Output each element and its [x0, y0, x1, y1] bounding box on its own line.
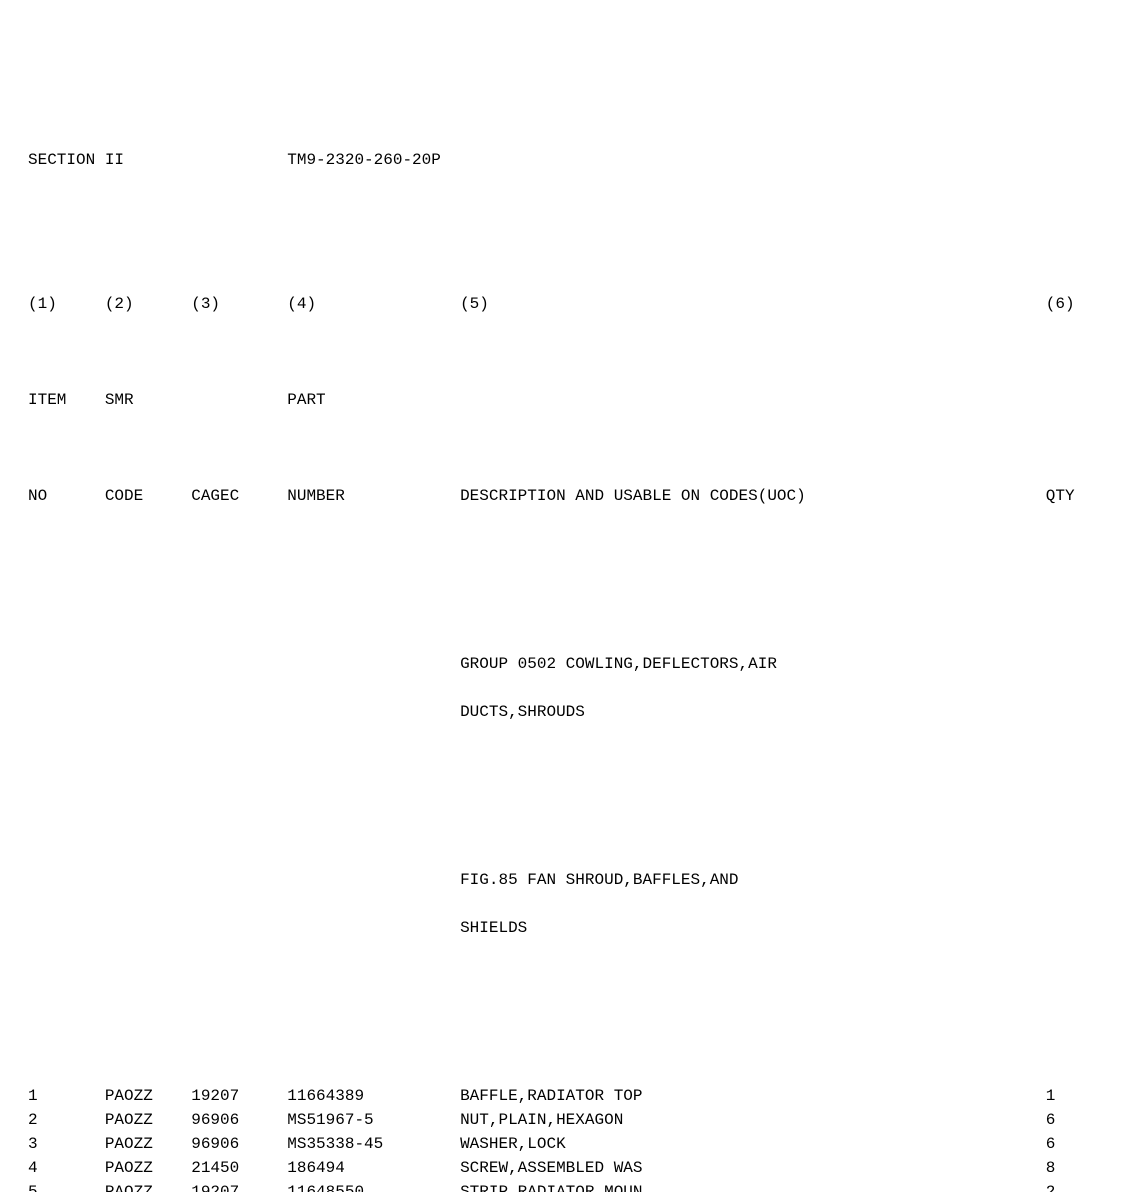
column-headers-row2: NOCODECAGECNUMBERDESCRIPTION AND USABLE … [28, 484, 1137, 508]
table-row: 5PAOZZ1920711648550STRIP,RADIATOR MOUN2 [28, 1180, 1137, 1192]
column-numbers-row: (1)(2)(3)(4)(5)(6) [28, 292, 1137, 316]
cell-description: STRIP,RADIATOR MOUN [460, 1180, 1046, 1192]
colnum-4: (4) [287, 292, 460, 316]
blank-line [28, 196, 1137, 220]
cell-description: WASHER,LOCK [460, 1132, 1046, 1156]
cell-smr-code: PAOZZ [105, 1084, 191, 1108]
cell-smr-code: PAOZZ [105, 1132, 191, 1156]
cell-qty: 1 [1046, 1084, 1075, 1108]
header-smr-2: CODE [105, 484, 191, 508]
fig-text-2: SHIELDS [460, 916, 1046, 940]
header-cagec-2: CAGEC [191, 484, 287, 508]
cell-cagec: 96906 [191, 1132, 287, 1156]
cell-part-number: MS35338-45 [287, 1132, 460, 1156]
colnum-2: (2) [105, 292, 191, 316]
fig-line-2: SHIELDS [28, 916, 1137, 940]
header-line: SECTION IITM9-2320-260-20P [28, 148, 1137, 172]
cell-part-number: 11664389 [287, 1084, 460, 1108]
cell-qty: 8 [1046, 1156, 1075, 1180]
table-rows: 1PAOZZ1920711664389BAFFLE,RADIATOR TOP12… [28, 1084, 1137, 1192]
cell-item-no: 1 [28, 1084, 105, 1108]
cell-qty: 6 [1046, 1132, 1075, 1156]
fig-line-1: FIG.85 FAN SHROUD,BAFFLES,AND [28, 868, 1137, 892]
cell-cagec: 19207 [191, 1180, 287, 1192]
header-smr-1: SMR [105, 388, 191, 412]
group-line-2: DUCTS,SHROUDS [28, 700, 1137, 724]
cell-part-number: MS51967-5 [287, 1108, 460, 1132]
colnum-3: (3) [191, 292, 287, 316]
cell-description: BAFFLE,RADIATOR TOP [460, 1084, 1046, 1108]
cell-smr-code: PAOZZ [105, 1108, 191, 1132]
colnum-6: (6) [1046, 292, 1075, 316]
group-text-2: DUCTS,SHROUDS [460, 700, 1046, 724]
group-line-1: GROUP 0502 COWLING,DEFLECTORS,AIR [28, 652, 1137, 676]
cell-smr-code: PAOZZ [105, 1156, 191, 1180]
header-item-2: NO [28, 484, 105, 508]
header-qty-2: QTY [1046, 484, 1075, 508]
header-desc-2: DESCRIPTION AND USABLE ON CODES(UOC) [460, 484, 1046, 508]
cell-part-number: 11648550 [287, 1180, 460, 1192]
colnum-1: (1) [28, 292, 105, 316]
cell-description: NUT,PLAIN,HEXAGON [460, 1108, 1046, 1132]
blank-line [28, 772, 1137, 796]
header-part-2: NUMBER [287, 484, 460, 508]
blank-line [28, 556, 1137, 580]
column-headers-row1: ITEMSMR PART [28, 388, 1137, 412]
cell-cagec: 96906 [191, 1108, 287, 1132]
cell-item-no: 3 [28, 1132, 105, 1156]
cell-part-number: 186494 [287, 1156, 460, 1180]
cell-smr-code: PAOZZ [105, 1180, 191, 1192]
colnum-5: (5) [460, 292, 1046, 316]
header-part-1: PART [287, 388, 460, 412]
manual-label: TM9-2320-260-20P [287, 151, 441, 169]
cell-qty: 6 [1046, 1108, 1075, 1132]
blank-line [28, 988, 1137, 1012]
table-row: 2PAOZZ96906MS51967-5NUT,PLAIN,HEXAGON6 [28, 1108, 1137, 1132]
section-label: SECTION II [28, 148, 287, 172]
cell-description: SCREW,ASSEMBLED WAS [460, 1156, 1046, 1180]
cell-cagec: 19207 [191, 1084, 287, 1108]
table-row: 3PAOZZ96906MS35338-45WASHER,LOCK6 [28, 1132, 1137, 1156]
cell-cagec: 21450 [191, 1156, 287, 1180]
header-item-1: ITEM [28, 388, 105, 412]
table-row: 4PAOZZ21450186494SCREW,ASSEMBLED WAS8 [28, 1156, 1137, 1180]
cell-item-no: 5 [28, 1180, 105, 1192]
fig-text-1: FIG.85 FAN SHROUD,BAFFLES,AND [460, 868, 1046, 892]
table-row: 1PAOZZ1920711664389BAFFLE,RADIATOR TOP1 [28, 1084, 1137, 1108]
cell-item-no: 2 [28, 1108, 105, 1132]
cell-qty: 2 [1046, 1180, 1075, 1192]
cell-item-no: 4 [28, 1156, 105, 1180]
group-text-1: GROUP 0502 COWLING,DEFLECTORS,AIR [460, 652, 1046, 676]
